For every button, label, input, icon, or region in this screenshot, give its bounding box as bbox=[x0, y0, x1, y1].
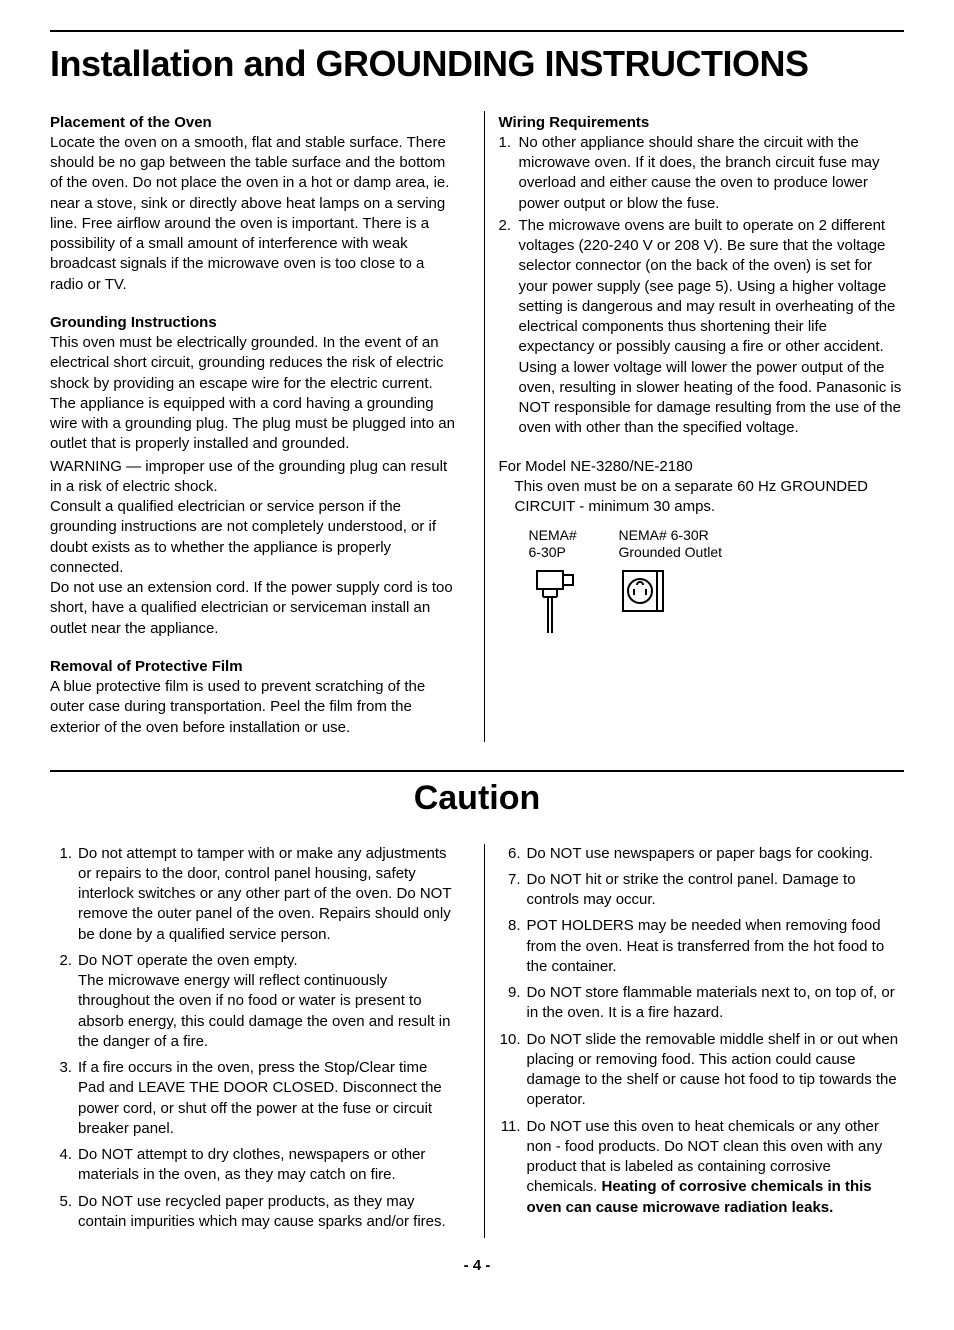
caution-item-6-text: Do NOT use newspapers or paper bags for … bbox=[527, 844, 905, 864]
plug-left: NEMA# 6-30P bbox=[529, 527, 579, 637]
wiring-item-2-num: 2. bbox=[499, 216, 519, 439]
model-body: This oven must be on a separate 60 Hz GR… bbox=[499, 477, 905, 518]
caution-item-4-text: Do NOT attempt to dry clothes, newspaper… bbox=[78, 1145, 456, 1186]
caution-list-right: 6.Do NOT use newspapers or paper bags fo… bbox=[499, 844, 905, 1218]
caution-item-11: 11. Do NOT use this oven to heat chemica… bbox=[499, 1117, 905, 1218]
grounding-body2: Consult a qualified electrician or servi… bbox=[50, 497, 456, 578]
plug-left-label1: NEMA# bbox=[529, 527, 577, 543]
wiring-item-1-text: No other appliance should share the circ… bbox=[519, 133, 905, 214]
caution-item-7-text: Do NOT hit or strike the control panel. … bbox=[527, 870, 905, 911]
wiring-item-1-num: 1. bbox=[499, 133, 519, 214]
film-heading: Removal of Protective Film bbox=[50, 657, 456, 677]
grounding-warning: WARNING — improper use of the grounding … bbox=[50, 457, 456, 498]
placement-heading: Placement of the Oven bbox=[50, 113, 456, 133]
caution-item-5: 5.Do NOT use recycled paper products, as… bbox=[50, 1192, 456, 1233]
plug-diagram-row: NEMA# 6-30P NEMA# 6-30R bbox=[499, 527, 905, 637]
wiring-heading: Wiring Requirements bbox=[499, 113, 905, 133]
caution-item-1: 1.Do not attempt to tamper with or make … bbox=[50, 844, 456, 945]
caution-item-4: 4.Do NOT attempt to dry clothes, newspap… bbox=[50, 1145, 456, 1186]
caution-item-2-text: Do NOT operate the oven empty.The microw… bbox=[78, 951, 456, 1052]
page-title: Installation and GROUNDING INSTRUCTIONS bbox=[50, 40, 904, 89]
model-line: For Model NE-3280/NE-2180 bbox=[499, 457, 905, 477]
caution-list-left: 1.Do not attempt to tamper with or make … bbox=[50, 844, 456, 1233]
caution-item-2: 2.Do NOT operate the oven empty.The micr… bbox=[50, 951, 456, 1052]
instructions-two-column: Placement of the Oven Locate the oven on… bbox=[50, 111, 904, 742]
caution-left-column: 1.Do not attempt to tamper with or make … bbox=[50, 844, 456, 1239]
wiring-item-2-text: The microwave ovens are built to operate… bbox=[519, 216, 905, 439]
grounding-body: This oven must be electrically grounded.… bbox=[50, 333, 456, 455]
left-column: Placement of the Oven Locate the oven on… bbox=[50, 111, 456, 742]
caution-item-6: 6.Do NOT use newspapers or paper bags fo… bbox=[499, 844, 905, 864]
caution-title: Caution bbox=[50, 776, 904, 822]
caution-item-9: 9.Do NOT store flammable materials next … bbox=[499, 983, 905, 1024]
plug-left-label2: 6-30P bbox=[529, 544, 566, 560]
page-number: - 4 - bbox=[50, 1256, 904, 1276]
caution-right-column: 6.Do NOT use newspapers or paper bags fo… bbox=[484, 844, 905, 1239]
section-placement: Placement of the Oven Locate the oven on… bbox=[50, 113, 456, 295]
plug-right-label2: Grounded Outlet bbox=[619, 544, 723, 560]
plug-right-label: NEMA# 6-30R Grounded Outlet bbox=[619, 527, 723, 561]
caution-item-10: 10.Do NOT slide the removable middle she… bbox=[499, 1030, 905, 1111]
placement-body: Locate the oven on a smooth, flat and st… bbox=[50, 133, 456, 295]
wiring-item-2: 2. The microwave ovens are built to oper… bbox=[499, 216, 905, 439]
caution-item-8: 8.POT HOLDERS may be needed when removin… bbox=[499, 916, 905, 977]
caution-item-5-text: Do NOT use recycled paper products, as t… bbox=[78, 1192, 456, 1233]
caution-item-3-text: If a fire occurs in the oven, press the … bbox=[78, 1058, 456, 1139]
plug-right-label1: NEMA# 6-30R bbox=[619, 527, 709, 543]
caution-item-3: 3.If a fire occurs in the oven, press th… bbox=[50, 1058, 456, 1139]
right-column: Wiring Requirements 1. No other applianc… bbox=[484, 111, 905, 742]
caution-two-column: 1.Do not attempt to tamper with or make … bbox=[50, 844, 904, 1239]
plug-left-label: NEMA# 6-30P bbox=[529, 527, 579, 561]
plug-cord-icon bbox=[529, 567, 579, 637]
wiring-list: 1. No other appliance should share the c… bbox=[499, 133, 905, 439]
grounding-heading: Grounding Instructions bbox=[50, 313, 456, 333]
grounding-body3: Do not use an extension cord. If the pow… bbox=[50, 578, 456, 639]
caution-item-1-text: Do not attempt to tamper with or make an… bbox=[78, 844, 456, 945]
mid-horizontal-rule bbox=[50, 770, 904, 772]
caution-item-7: 7.Do NOT hit or strike the control panel… bbox=[499, 870, 905, 911]
caution-item-10-text: Do NOT slide the removable middle shelf … bbox=[527, 1030, 905, 1111]
wiring-item-1: 1. No other appliance should share the c… bbox=[499, 133, 905, 214]
section-grounding: Grounding Instructions This oven must be… bbox=[50, 313, 456, 639]
outlet-icon bbox=[619, 567, 669, 617]
caution-item-9-text: Do NOT store flammable materials next to… bbox=[527, 983, 905, 1024]
film-body: A blue protective film is used to preven… bbox=[50, 677, 456, 738]
section-wiring: Wiring Requirements 1. No other applianc… bbox=[499, 113, 905, 439]
section-film: Removal of Protective Film A blue protec… bbox=[50, 657, 456, 738]
caution-item-8-text: POT HOLDERS may be needed when removing … bbox=[527, 916, 905, 977]
plug-right: NEMA# 6-30R Grounded Outlet bbox=[619, 527, 723, 637]
caution-item-11-text: Do NOT use this oven to heat chemicals o… bbox=[527, 1117, 905, 1218]
section-model: For Model NE-3280/NE-2180 This oven must… bbox=[499, 457, 905, 637]
top-horizontal-rule bbox=[50, 30, 904, 32]
